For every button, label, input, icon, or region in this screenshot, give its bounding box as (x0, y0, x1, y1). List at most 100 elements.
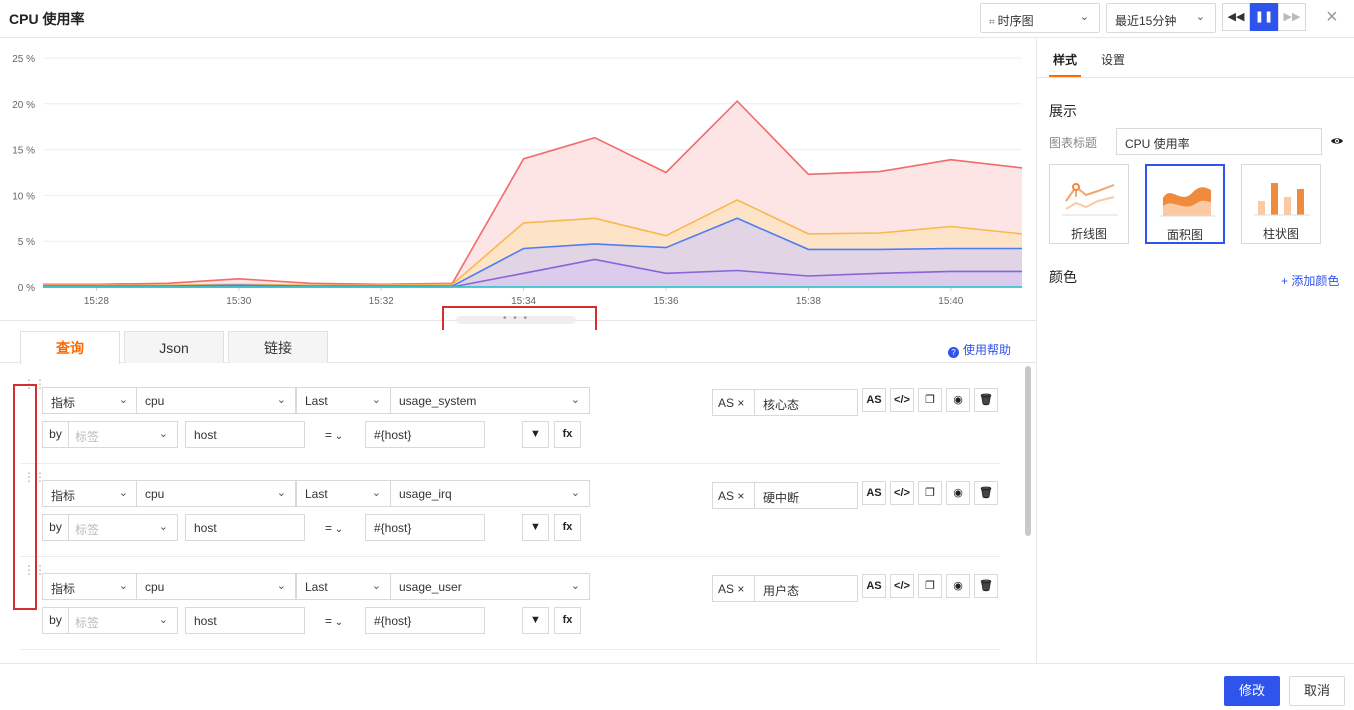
chevron-down-icon: ⌄ (570, 487, 580, 499)
rewind-button[interactable]: ◀◀ (1222, 3, 1250, 31)
x-tick-label: 15:40 (938, 296, 963, 307)
copy-button[interactable]: ❐ (918, 388, 942, 412)
filter-value-input[interactable]: #{host} (365, 514, 485, 541)
measurement-select[interactable]: cpu ⌄ (136, 480, 296, 507)
drag-handle-icon[interactable]: ⋮⋮ (23, 563, 46, 577)
modify-button[interactable]: 修改 (1224, 676, 1280, 706)
copy-button[interactable]: ❐ (918, 481, 942, 505)
code-button[interactable]: </> (890, 388, 914, 412)
pause-button[interactable]: ❚❚ (1250, 3, 1278, 31)
group-by-select[interactable]: by 标签 ⌄ (42, 607, 178, 634)
filter-icon: ▼ (530, 428, 541, 440)
series-area-3 (43, 259, 1022, 287)
chart-type-line[interactable]: 折线图 (1049, 164, 1129, 244)
close-button[interactable]: × (1326, 6, 1338, 29)
code-icon: </> (894, 394, 910, 406)
delete-button[interactable]: 🗑 (974, 574, 998, 598)
field-select[interactable]: usage_system ⌄ (390, 387, 590, 414)
alias-input[interactable]: AS × 核心态 (712, 389, 858, 416)
as-button[interactable]: AS (862, 388, 886, 412)
area-chart-icon (1159, 187, 1215, 217)
alias-input[interactable]: AS × 用户态 (712, 575, 858, 602)
clear-icon[interactable]: × (737, 489, 745, 503)
resize-handle[interactable]: • • • (456, 314, 576, 324)
as-button[interactable]: AS (862, 481, 886, 505)
series-line-0 (43, 99, 1023, 286)
forward-button[interactable]: ▶▶ (1278, 3, 1306, 31)
group-by-select[interactable]: by 标签 ⌄ (42, 421, 178, 448)
group-by-select[interactable]: by 标签 ⌄ (42, 514, 178, 541)
query-row: ⋮⋮ 指标 ⌄ cpu ⌄ Last ⌄ usage_irq ⌄ by 标签 ⌄ hos… (20, 464, 1000, 557)
query-type-select[interactable]: 指标 ⌄ (42, 387, 138, 414)
fx-button[interactable]: fx (554, 514, 581, 541)
tab-query[interactable]: 查询 (20, 331, 120, 364)
time-range-select[interactable]: 最近15分钟 ⌄ (1106, 3, 1216, 33)
chart-type-area[interactable]: 面积图 (1145, 164, 1225, 244)
chevron-down-icon: ⌄ (1079, 11, 1089, 23)
clear-icon[interactable]: × (737, 582, 745, 596)
copy-button[interactable]: ❐ (918, 574, 942, 598)
operator-select[interactable]: = ⌄ (325, 428, 344, 442)
chevron-down-icon: ⌄ (158, 428, 168, 440)
chevron-down-icon: ⌄ (276, 487, 286, 499)
chart-type-bar[interactable]: 柱状图 (1241, 164, 1321, 244)
eye-icon[interactable] (1330, 134, 1344, 148)
x-tick-label: 15:36 (653, 296, 678, 307)
clear-icon[interactable]: × (737, 396, 745, 410)
fx-button[interactable]: fx (554, 421, 581, 448)
chart-type-select[interactable]: ⌗ 时序图 ⌄ (980, 3, 1100, 33)
filter-value-input[interactable]: #{host} (365, 607, 485, 634)
field-select[interactable]: usage_irq ⌄ (390, 480, 590, 507)
tab-json[interactable]: Json (124, 331, 224, 363)
x-tick-label: 15:28 (84, 296, 109, 307)
add-color-button[interactable]: + 添加颜色 (1281, 274, 1340, 288)
chevron-down-icon: ⌄ (332, 524, 344, 535)
visibility-button[interactable]: ◉ (946, 481, 970, 505)
tab-settings[interactable]: 设置 (1101, 53, 1126, 67)
query-tabs-bar: 查询 Json 链接 ? 使用帮助 (0, 330, 1036, 364)
series-line-2 (43, 217, 1022, 287)
aggregate-select[interactable]: Last ⌄ (296, 573, 391, 600)
filter-button[interactable]: ▼ (522, 421, 549, 448)
code-button[interactable]: </> (890, 574, 914, 598)
tag-value-input[interactable]: host (185, 514, 305, 541)
highlight-box-drag-handles (13, 384, 37, 610)
measurement-select[interactable]: cpu ⌄ (136, 573, 296, 600)
tab-style[interactable]: 样式 (1053, 53, 1078, 67)
y-tick-label: 15 % (12, 146, 35, 157)
code-button[interactable]: </> (890, 481, 914, 505)
measurement-select[interactable]: cpu ⌄ (136, 387, 296, 414)
tag-value-input[interactable]: host (185, 607, 305, 634)
visibility-button[interactable]: ◉ (946, 574, 970, 598)
delete-button[interactable]: 🗑 (974, 388, 998, 412)
visibility-button[interactable]: ◉ (946, 388, 970, 412)
forward-icon: ▶▶ (1283, 11, 1301, 23)
cancel-button[interactable]: 取消 (1289, 676, 1345, 706)
alias-input[interactable]: AS × 硬中断 (712, 482, 858, 509)
chart-title-input[interactable]: CPU 使用率 (1116, 128, 1322, 155)
delete-button[interactable]: 🗑 (974, 481, 998, 505)
operator-select[interactable]: = ⌄ (325, 614, 344, 628)
scrollbar[interactable] (1025, 366, 1031, 536)
filter-button[interactable]: ▼ (522, 607, 549, 634)
chart-area: 25 % 20 % 15 % 10 % 5 % 0 % 15:28 15:30 15:32 15:… (0, 39, 1036, 321)
tab-link[interactable]: 链接 (228, 331, 328, 363)
aggregate-select[interactable]: Last ⌄ (296, 480, 391, 507)
tag-value-input[interactable]: host (185, 421, 305, 448)
x-tick-label: 15:32 (369, 296, 394, 307)
as-button[interactable]: AS (862, 574, 886, 598)
chevron-down-icon: ⌄ (276, 394, 286, 406)
fx-button[interactable]: fx (554, 607, 581, 634)
line-chart-icon: ⌗ (989, 17, 995, 28)
drag-handle-icon[interactable]: ⋮⋮ (23, 470, 46, 484)
query-type-select[interactable]: 指标 ⌄ (42, 573, 138, 600)
field-select[interactable]: usage_user ⌄ (390, 573, 590, 600)
filter-button[interactable]: ▼ (522, 514, 549, 541)
query-type-select[interactable]: 指标 ⌄ (42, 480, 138, 507)
footer: 修改 取消 (0, 663, 1354, 710)
aggregate-select[interactable]: Last ⌄ (296, 387, 391, 414)
operator-select[interactable]: = ⌄ (325, 521, 344, 535)
help-link[interactable]: ? 使用帮助 (948, 341, 1011, 358)
filter-value-input[interactable]: #{host} (365, 421, 485, 448)
chart-type-line-label: 折线图 (1070, 227, 1107, 241)
